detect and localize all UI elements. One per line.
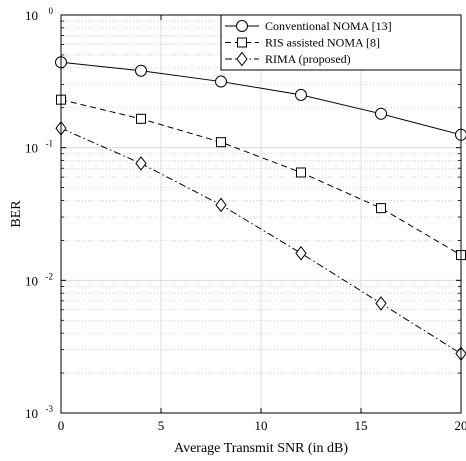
- y-tick-label: 10 0: [25, 6, 54, 23]
- x-axis-label: Average Transmit SNR (in dB): [174, 441, 348, 456]
- data-point: [375, 107, 387, 120]
- legend-label: Conventional NOMA [13]: [265, 19, 392, 33]
- x-tick-label: 15: [355, 418, 368, 433]
- series-line-2: [60, 99, 462, 256]
- series-lines: [60, 61, 462, 355]
- data-point: [136, 113, 146, 124]
- legend-label: RIMA (proposed): [265, 52, 351, 66]
- series-line-3: [60, 127, 462, 355]
- y-tick-label: 10 -3: [25, 404, 53, 421]
- legend-marker: [237, 37, 247, 48]
- legend: Conventional NOMA [13] RIS assisted NOMA …: [220, 14, 462, 71]
- data-point: [296, 167, 306, 178]
- data-point: [135, 64, 147, 77]
- legend-marker: [236, 20, 248, 32]
- x-tick-label: 0: [58, 418, 65, 433]
- data-point: [216, 137, 226, 148]
- x-tick-label: 5: [158, 418, 165, 433]
- data-point: [135, 156, 147, 171]
- y-tick-label: 10 -1: [25, 139, 53, 156]
- data-point: [295, 88, 307, 101]
- data-point: [376, 203, 386, 214]
- data-point: [375, 296, 387, 311]
- series-line-1: [60, 61, 462, 136]
- data-point: [215, 197, 227, 213]
- legend-box: [220, 14, 462, 71]
- y-axis-label: BER: [9, 200, 24, 228]
- x-tick-label: 20: [455, 418, 466, 433]
- x-tick-label: 10: [255, 418, 268, 433]
- y-tick-label: 10 -2: [25, 271, 53, 288]
- legend-label: RIS assisted NOMA [8]: [265, 36, 380, 50]
- data-point: [215, 75, 227, 88]
- data-point: [295, 245, 307, 261]
- legend-marker: [236, 51, 248, 67]
